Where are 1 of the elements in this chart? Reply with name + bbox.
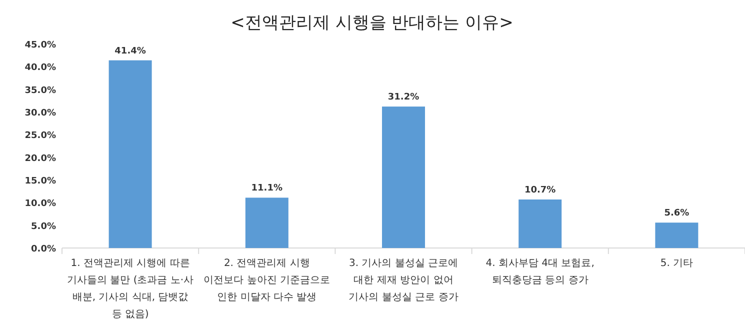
title: <전액관리제 시행을 반대하는 이유> bbox=[230, 13, 514, 33]
